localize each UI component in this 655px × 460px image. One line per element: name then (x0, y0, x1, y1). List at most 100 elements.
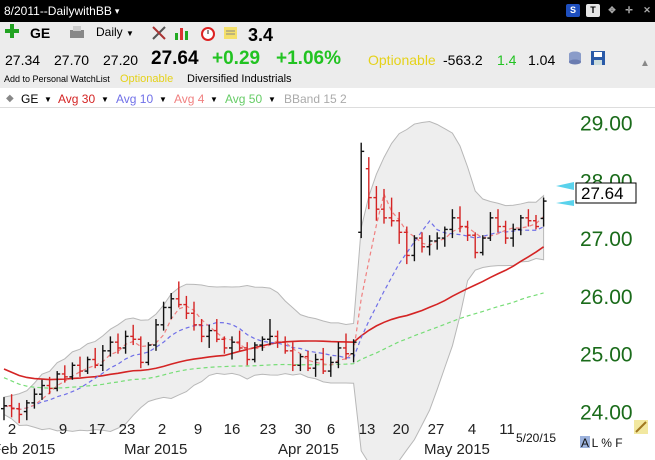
legend-symbol-dropdown-icon[interactable]: ▼ (44, 95, 52, 104)
sub-bar: Add to Personal WatchList Optionable Div… (0, 72, 655, 88)
price-bar (84, 356, 91, 374)
price-marker-secondary-icon (556, 200, 574, 206)
price-bar (358, 142, 365, 239)
price-bar (39, 379, 45, 400)
day-tick-label: 20 (393, 421, 410, 438)
t-menu-icon[interactable]: T (586, 4, 600, 17)
legend-avg50[interactable]: Avg 50 (225, 92, 263, 106)
price-bar (373, 186, 380, 221)
price-bar (297, 353, 304, 372)
low-price: 27.20 (103, 52, 139, 68)
legend-symbol[interactable]: GE (21, 92, 39, 106)
window-title-bar: 8/2011--DailywithBB ▾ S T ✥ ✛ ✕ (0, 0, 655, 22)
corner-controls[interactable]: A L % F (580, 436, 623, 450)
price-bar (510, 223, 517, 247)
save-icon[interactable] (591, 51, 605, 68)
window-title-text: 8/2011--DailywithBB (4, 4, 112, 18)
day-tick-label: 9 (194, 421, 202, 438)
price-bar (99, 345, 106, 372)
legend-avg50-dropdown-icon[interactable]: ▼ (268, 95, 276, 104)
price-bar (464, 220, 471, 241)
toolbar: GE Daily ▼ 3.4 (0, 22, 655, 46)
bollinger-band (3, 121, 545, 460)
price-bar (130, 324, 137, 346)
period-select[interactable]: Daily ▼ (96, 25, 134, 39)
legend-avg30-dropdown-icon[interactable]: ▼ (101, 95, 109, 104)
price-bar (320, 347, 327, 374)
day-tick-label: 17 (89, 421, 106, 438)
alarm-icon[interactable] (199, 25, 217, 44)
symbol-input[interactable]: GE (30, 25, 51, 41)
day-tick-label: 13 (359, 421, 376, 438)
period-value: Daily (96, 25, 123, 39)
corner-a-box[interactable] (580, 436, 590, 448)
last-price-box (575, 182, 637, 204)
draw-tool-icon[interactable] (634, 420, 648, 434)
price-bar (540, 197, 547, 227)
add-to-watchlist-link[interactable]: Add to Personal WatchList (4, 74, 110, 84)
price-bar (335, 342, 342, 369)
price-bar (495, 209, 501, 233)
price-bar (244, 342, 251, 366)
price-bar (502, 220, 509, 244)
indicators-icon[interactable] (174, 25, 192, 44)
price-bar (289, 342, 296, 372)
price-bar (1, 397, 7, 421)
day-tick-label: 23 (260, 421, 277, 438)
price-bar (251, 342, 258, 363)
price-bar (168, 293, 175, 320)
collapse-icon[interactable]: ▲ (640, 58, 650, 69)
print-icon[interactable] (68, 25, 86, 44)
price-bar (153, 319, 159, 351)
price-bar (115, 333, 121, 354)
legend-avg10-dropdown-icon[interactable]: ▼ (159, 95, 167, 104)
price-tick-label: 29.00 (580, 112, 633, 135)
price-bar (145, 342, 152, 366)
window-title[interactable]: 8/2011--DailywithBB ▾ (4, 4, 119, 18)
note-icon[interactable] (222, 25, 240, 44)
database-icon[interactable] (568, 51, 582, 68)
avg4-line (3, 192, 545, 411)
price-bar (426, 235, 433, 256)
close-icon[interactable]: ✕ (643, 5, 651, 15)
corner-label[interactable]: A L % F (581, 436, 623, 450)
price-tick-label: 24.00 (580, 402, 633, 425)
price-bar (305, 350, 311, 372)
price-bar (267, 319, 273, 346)
price-bar (343, 333, 349, 360)
price-bars (1, 142, 547, 424)
s-menu-icon[interactable]: S (566, 4, 580, 17)
optionable-tag: Optionable (120, 73, 174, 85)
plus-icon[interactable] (5, 24, 19, 41)
price-bar (221, 336, 228, 354)
day-tick-label: 23 (119, 421, 136, 438)
price-bar (449, 209, 456, 239)
price-bar (107, 336, 114, 357)
tools-icon[interactable] (151, 25, 169, 44)
title-dropdown-icon[interactable]: ▾ (114, 5, 120, 16)
legend-avg4[interactable]: Avg 4 (174, 92, 205, 106)
high-price: 27.70 (54, 52, 90, 68)
price-change: +0.29 (212, 48, 261, 69)
settings-icon[interactable]: ✥ (608, 5, 616, 15)
legend-avg4-dropdown-icon[interactable]: ▼ (210, 95, 218, 104)
move-icon[interactable]: ✛ (625, 5, 633, 15)
day-tick-label: 11 (499, 421, 515, 438)
period-dropdown-icon: ▼ (126, 29, 134, 38)
price-bar (229, 336, 235, 360)
price-bar (259, 336, 266, 351)
price-bar (411, 235, 418, 262)
moving-averages (3, 192, 545, 411)
month-tick-label: May 2015 (424, 441, 490, 458)
price-bar (434, 232, 441, 250)
day-tick-label: 2 (8, 421, 16, 438)
legend-avg30[interactable]: Avg 30 (58, 92, 96, 106)
industry-label: Diversified Industrials (187, 73, 292, 85)
legend-toggle-icon[interactable]: ◆ (6, 93, 14, 104)
legend-avg10[interactable]: Avg 10 (116, 92, 154, 106)
price-bar (92, 347, 99, 369)
legend-bband[interactable]: BBand 15 2 (284, 92, 347, 106)
price-bar (517, 214, 524, 236)
price-bar (441, 226, 448, 247)
